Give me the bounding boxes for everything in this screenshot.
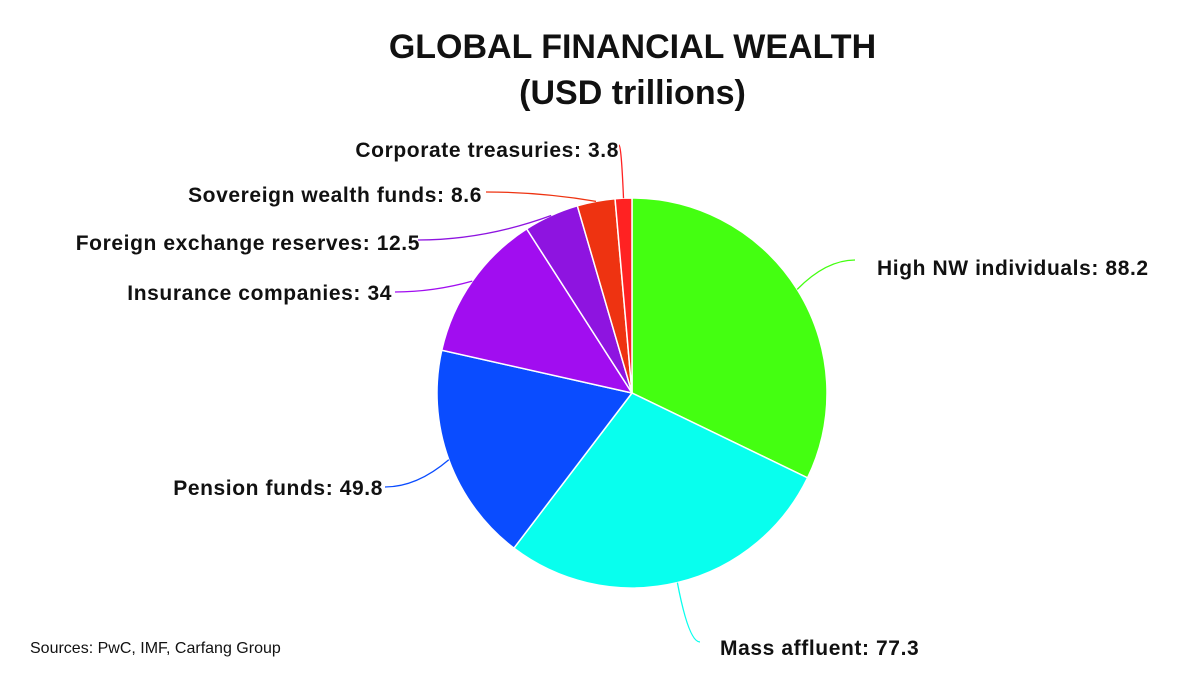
leader-line [394, 280, 473, 293]
slice-label: Sovereign wealth funds: 8.6 [188, 184, 482, 207]
source-note: Sources: PwC, IMF, Carfang Group [30, 640, 281, 657]
pie-slice-high-nw-individuals [631, 197, 828, 479]
leader-line [618, 144, 625, 199]
slice-label: Corporate treasuries: 3.8 [355, 139, 619, 162]
leader-line [384, 459, 450, 488]
slice-label: High NW individuals: 88.2 [877, 257, 1149, 280]
leader-line [796, 259, 856, 290]
leader-line [676, 582, 701, 643]
slice-label: Mass affluent: 77.3 [720, 637, 919, 660]
pie-slice-insurance-companies [440, 227, 634, 395]
chart-subtitle: (USD trillions) [519, 74, 746, 112]
leader-line [485, 191, 597, 202]
chart-title: GLOBAL FINANCIAL WEALTH [388, 28, 877, 66]
slice-label: Insurance companies: 34 [127, 282, 392, 305]
slice-label: Pension funds: 49.8 [173, 477, 383, 500]
pie-slice-corporate-treasuries [614, 197, 633, 394]
slice-label: Foreign exchange reserves: 12.5 [76, 232, 420, 255]
leader-line [417, 214, 552, 241]
